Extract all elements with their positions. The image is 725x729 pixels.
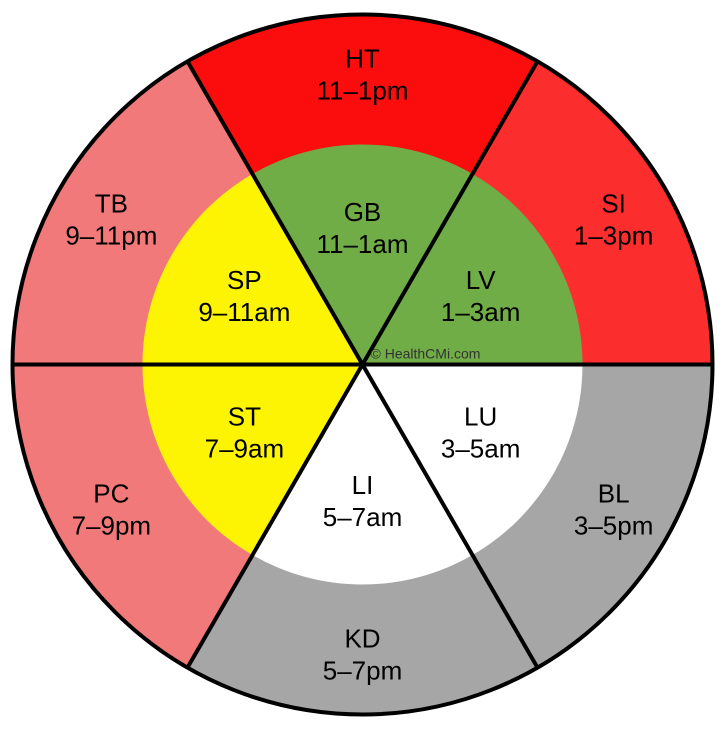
inner-time: 9–11am [198,297,290,327]
outer-time: 11–1pm [316,75,408,105]
outer-time: 9–11pm [65,220,157,250]
inner-time: 11–1am [316,229,408,259]
inner-label: GB [344,197,382,227]
outer-label: SI [601,188,626,218]
inner-time: 5–7am [323,502,403,532]
inner-time: 3–5am [441,434,521,464]
organ-clock-diagram: HT11–1pmSI1–3pmBL3–5pmKD5–7pmPC7–9pmTB9–… [0,0,725,729]
outer-label: HT [345,43,380,73]
outer-label: KD [344,623,380,653]
inner-label: SP [227,265,262,295]
outer-label: TB [95,188,128,218]
watermark-text: © HealthCMi.com [371,346,481,362]
inner-time: 7–9am [205,434,285,464]
outer-label: BL [598,478,630,508]
inner-time: 1–3am [441,297,521,327]
outer-time: 5–7pm [323,655,403,685]
outer-time: 7–9pm [72,510,152,540]
inner-label: LI [352,470,374,500]
outer-time: 1–3pm [574,220,654,250]
inner-label: LU [464,402,497,432]
inner-label: ST [228,402,261,432]
inner-label: LV [466,265,497,295]
outer-time: 3–5pm [574,510,654,540]
outer-label: PC [93,478,129,508]
